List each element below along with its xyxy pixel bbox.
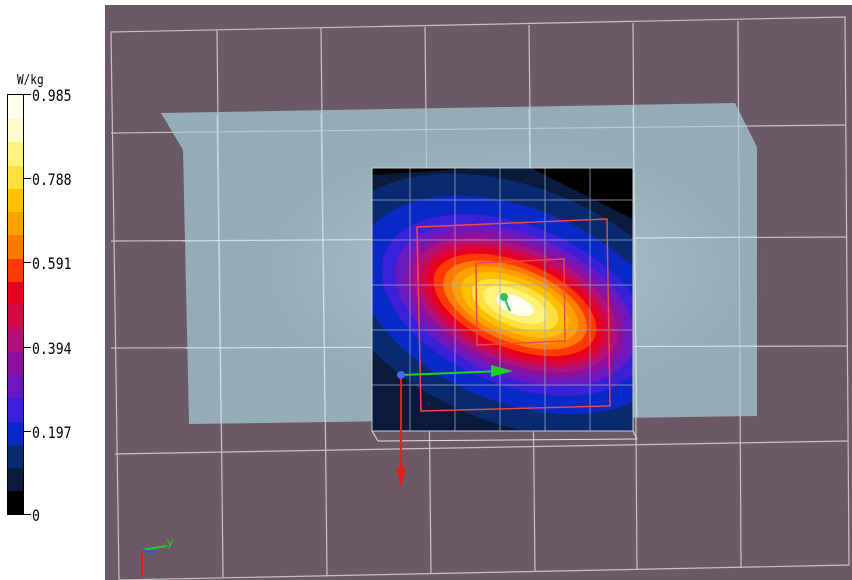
colorbar-segment: [8, 95, 23, 119]
colorbar-segment: [8, 118, 23, 143]
colorbar-segment: [8, 164, 23, 189]
colorbar-segment: [8, 374, 23, 399]
local-axes-gizmo[interactable]: [396, 365, 513, 487]
colorbar-label-0197: 0.197: [32, 423, 72, 442]
corner-orientation-axes: y: [141, 535, 173, 577]
colorbar-label-0788: 0.788: [32, 170, 72, 189]
colorbar-tick: [24, 431, 31, 432]
sar-box-outline: [371, 167, 634, 432]
colorbar-segment: [8, 351, 23, 376]
colorbar-segment: [8, 234, 23, 259]
colorbar-tick: [24, 347, 31, 348]
colorbar-tick: [24, 94, 31, 95]
sar-box-edge: [632, 430, 638, 440]
colorbar-label-0394: 0.394: [32, 339, 72, 358]
colorbar-segment: [8, 281, 23, 306]
colorbar-label-max: 0.985: [32, 86, 72, 105]
colorbar-segment: [8, 327, 23, 352]
viewport-canvas[interactable]: y: [105, 5, 852, 580]
colorbar-segment: [8, 257, 23, 282]
colorbar-tick: [24, 262, 31, 263]
colorbar-segment: [8, 444, 23, 469]
colorbar-segment: [8, 141, 23, 166]
colorbar-segment: [8, 490, 23, 515]
colorbar-segment: [8, 188, 23, 213]
colorbar-segment: [8, 304, 23, 329]
sar-distribution-plane: [372, 168, 633, 431]
colorbar-segment: [8, 397, 23, 422]
colorbar-unit-label: W/kg: [17, 73, 44, 88]
colorbar-tick: [24, 178, 31, 179]
colorbar-label-0591: 0.591: [32, 254, 72, 273]
colorbar-segment: [8, 467, 23, 492]
averaging-cube[interactable]: [416, 218, 611, 412]
colorbar-label-min: 0: [32, 506, 40, 525]
peak-marker[interactable]: [500, 293, 511, 312]
sar-box-edge: [371, 430, 379, 442]
colorbar-segment: [8, 420, 23, 445]
colorbar-segment: [8, 211, 23, 236]
colorbar-panel: W/kg 0.985 0.788 0.591 0.394 0.197 0: [0, 0, 105, 580]
corner-axis-label: y: [167, 535, 173, 549]
sar-box-edge: [377, 438, 638, 442]
colorbar: [7, 94, 24, 515]
3d-viewport[interactable]: y: [105, 5, 852, 580]
colorbar-tick: [24, 514, 31, 515]
